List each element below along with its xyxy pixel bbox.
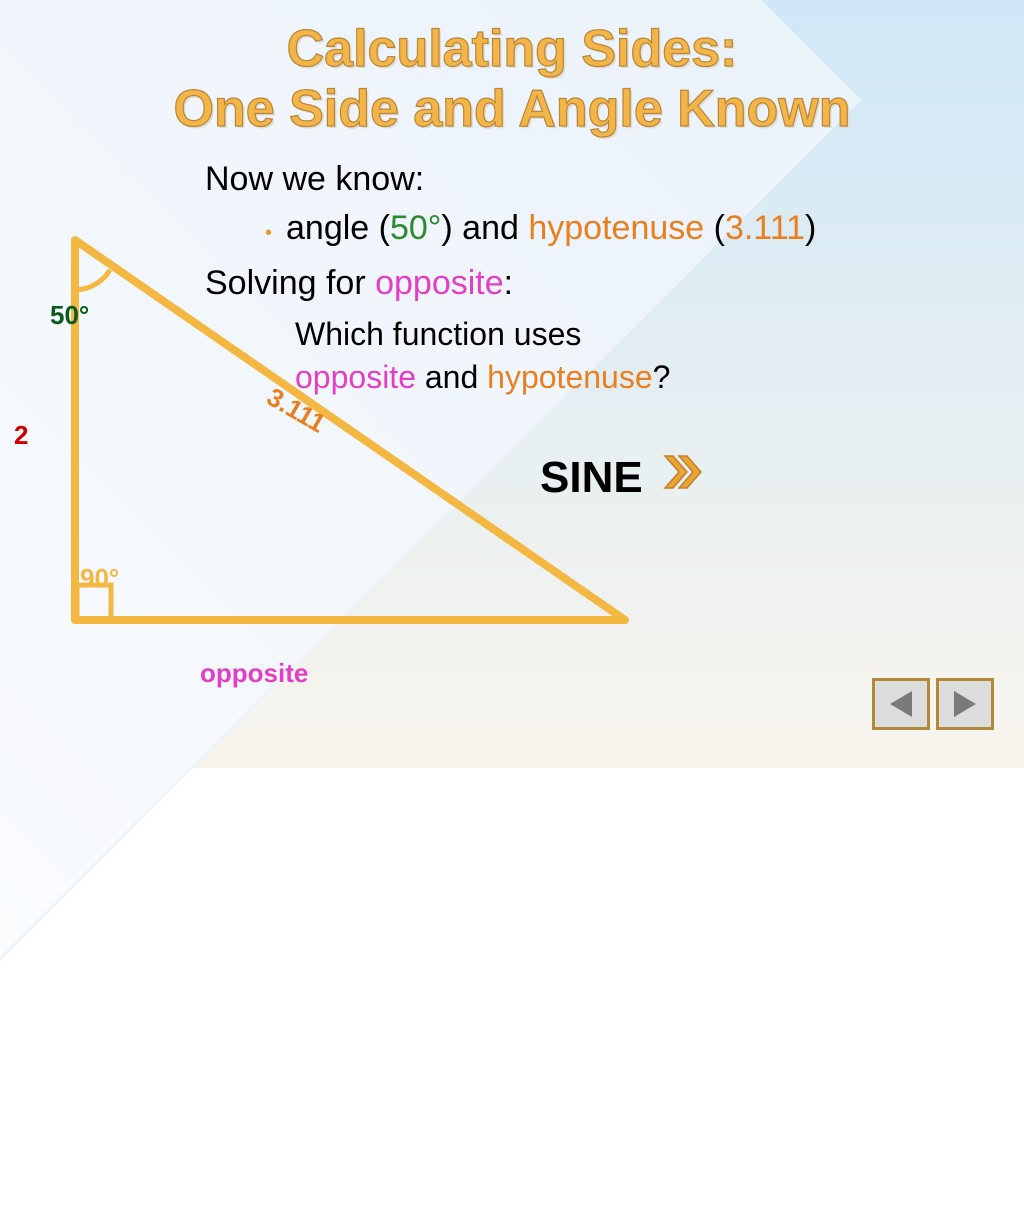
prev-button[interactable] — [872, 678, 930, 730]
arrow-left-icon — [884, 687, 918, 721]
know-label: Now we know: — [205, 160, 985, 199]
angle-90-label: 90° — [80, 563, 119, 594]
chevron-icon — [661, 450, 705, 505]
next-button[interactable] — [936, 678, 994, 730]
navigation — [872, 678, 994, 730]
arrow-right-icon — [948, 687, 982, 721]
angle-50-label: 50° — [50, 300, 89, 331]
side-opposite-label: opposite — [200, 658, 308, 689]
title-line2: One Side and Angle Known — [174, 80, 851, 138]
page-title: Calculating Sides: One Side and Angle Kn… — [0, 20, 1024, 140]
triangle-shape — [75, 240, 625, 620]
top-angle-arc — [75, 270, 110, 290]
title-line1: Calculating Sides: — [287, 20, 738, 78]
side-adjacent-label: 2 — [14, 420, 28, 451]
